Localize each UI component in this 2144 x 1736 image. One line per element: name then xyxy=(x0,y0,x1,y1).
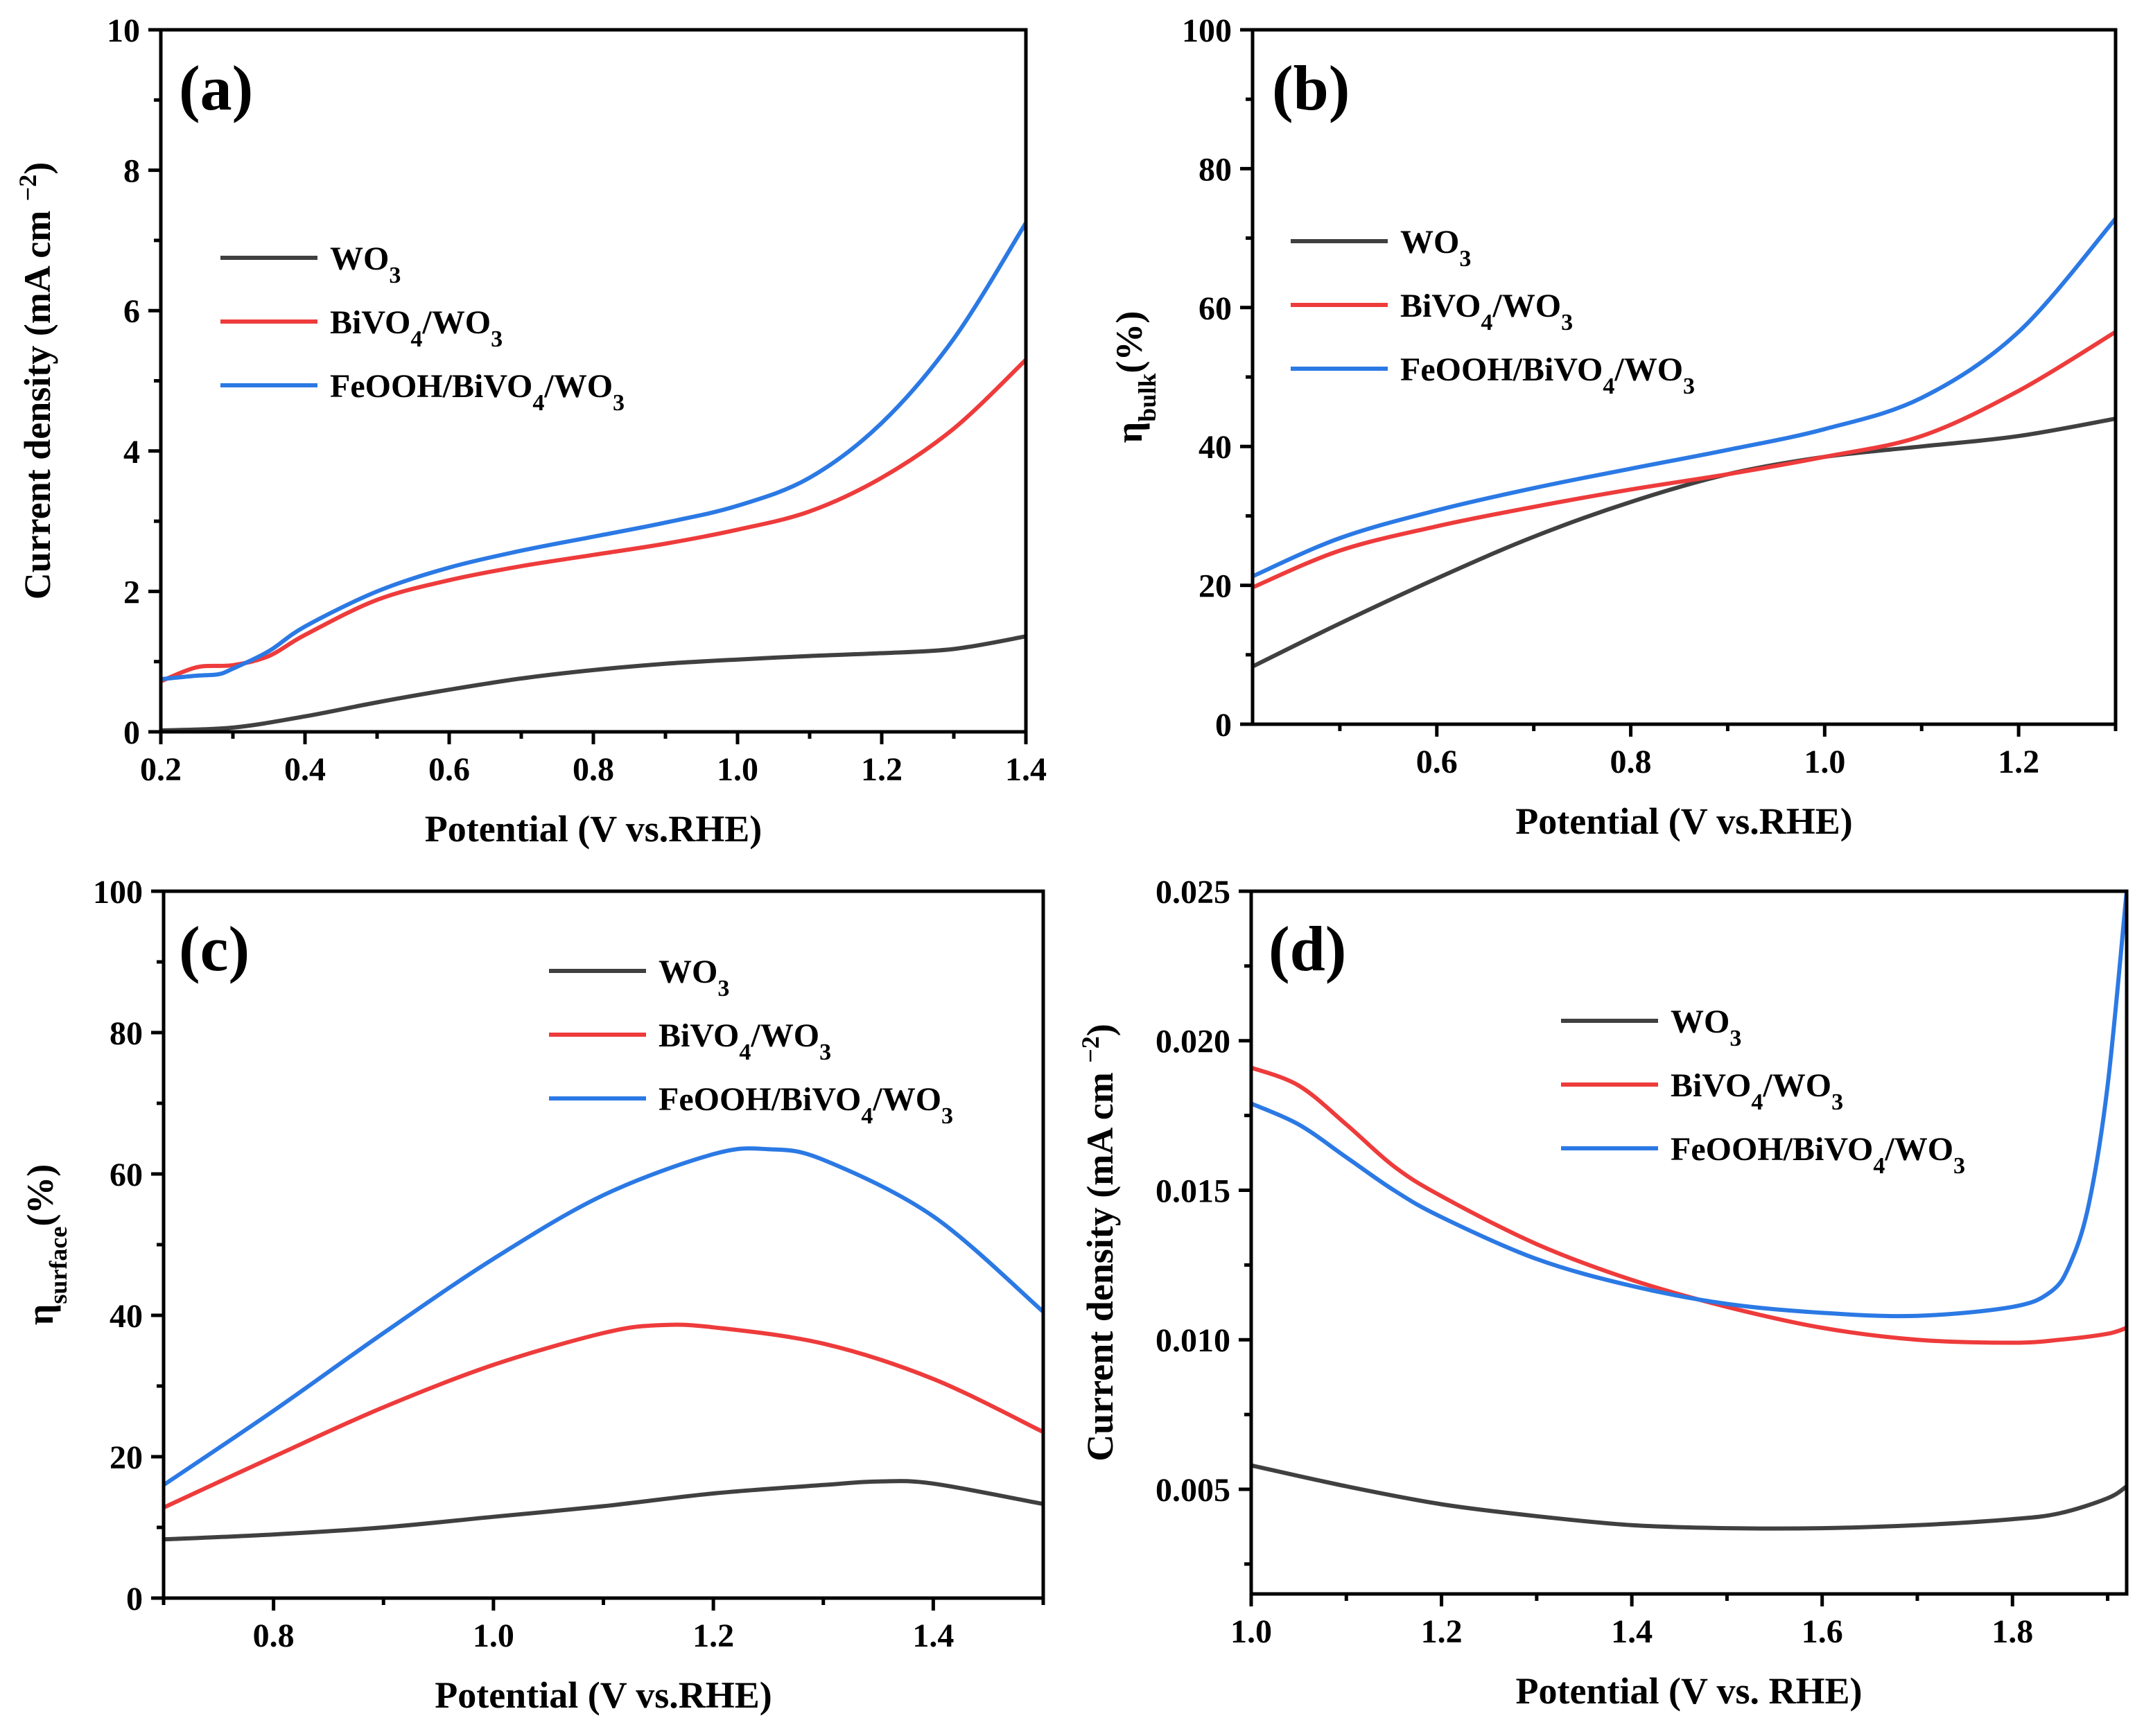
legend-c: WO3 BiVO4/WO3 FeOOH/BiVO4/WO3 xyxy=(549,954,953,1129)
x-tick-label-a: 1.0 xyxy=(717,751,758,788)
legend-label-a: BiVO4/WO3 xyxy=(330,304,503,352)
series-line-a-bivo4-wo3 xyxy=(161,358,1026,684)
x-tick-label-a: 0.6 xyxy=(428,751,470,788)
y-tick-label-d: 0.025 xyxy=(1156,874,1230,911)
y-tick-label-c: 40 xyxy=(110,1298,143,1335)
y-tick-label-c: 100 xyxy=(93,874,143,911)
panel-label-b: (b) xyxy=(1272,53,1350,123)
y-tick-label-d: 0.005 xyxy=(1156,1472,1230,1509)
y-tick-label-a: 0 xyxy=(123,714,140,751)
panel-label-c: (c) xyxy=(179,913,250,984)
x-axis-title-a: Potential (V vs.RHE) xyxy=(425,808,762,850)
y-tick-label-b: 20 xyxy=(1199,568,1232,605)
y-tick-label-b: 60 xyxy=(1199,290,1232,327)
x-tick-label-d: 1.6 xyxy=(1802,1613,1843,1650)
series-line-c-bivo4-wo3 xyxy=(164,1322,1043,1510)
x-tick-label-c: 1.0 xyxy=(473,1617,514,1654)
y-tick-label-a: 2 xyxy=(123,574,140,611)
x-axis-title-b: Potential (V vs.RHE) xyxy=(1515,800,1852,842)
panel-c: 0.8 1.0 1.2 1.4 0 20 40 60 80 100 Potential (V vs.… xyxy=(19,874,1045,1716)
y-axis-title-c: ηsurface(%) xyxy=(19,1164,72,1326)
legend-label-b: WO3 xyxy=(1400,224,1471,272)
y-tick-label-a: 8 xyxy=(123,153,140,190)
series-line-c-feooh-bivo4-wo3 xyxy=(164,1146,1043,1487)
y-tick-label-d: 0.015 xyxy=(1156,1173,1230,1209)
y-tick-label-d: 0.010 xyxy=(1156,1322,1230,1359)
panel-label-a: (a) xyxy=(179,53,253,123)
x-tick-label-c: 1.4 xyxy=(912,1617,954,1654)
x-tick-label-c: 1.2 xyxy=(692,1617,734,1654)
panel-d: 1.0 1.2 1.4 1.6 1.8 0.005 0.010 0.015 0.020 0.025… xyxy=(1077,874,2129,1712)
y-tick-label-b: 0 xyxy=(1215,707,1232,744)
series-line-a-wo3 xyxy=(161,634,1026,732)
x-tick-label-b: 1.0 xyxy=(1804,744,1845,780)
x-tick-label-b: 0.8 xyxy=(1610,744,1652,780)
series-line-d-bivo4-wo3 xyxy=(1251,1065,2127,1345)
series-line-c-wo3 xyxy=(164,1479,1043,1542)
legend-label-d: WO3 xyxy=(1671,1003,1741,1051)
x-tick-label-c: 0.8 xyxy=(253,1617,295,1654)
y-axis-title-b: ηbulk(%) xyxy=(1108,311,1161,444)
x-tick-label-a: 1.4 xyxy=(1005,751,1047,788)
legend-label-b: FeOOH/BiVO4/WO3 xyxy=(1400,351,1695,399)
x-tick-label-d: 1.2 xyxy=(1421,1613,1463,1650)
y-tick-label-a: 4 xyxy=(123,434,140,471)
y-tick-label-b: 40 xyxy=(1199,429,1232,466)
series-line-b-bivo4-wo3 xyxy=(1253,329,2116,590)
plot-frame-d xyxy=(1249,889,2129,1596)
y-tick-label-d: 0.020 xyxy=(1156,1024,1230,1060)
x-axis-title-c: Potential (V vs.RHE) xyxy=(435,1674,772,1716)
series-line-d-wo3 xyxy=(1251,1463,2127,1531)
y-tick-label-c: 80 xyxy=(110,1015,143,1052)
y-tick-label-c: 20 xyxy=(110,1439,143,1476)
series-line-b-feooh-bivo4-wo3 xyxy=(1253,216,2116,579)
x-tick-label-b: 1.2 xyxy=(1998,744,2039,780)
y-tick-label-a: 10 xyxy=(107,12,140,49)
y-axis-title-a: Current density (mA cm −2) xyxy=(14,162,58,599)
x-tick-label-d: 1.4 xyxy=(1611,1613,1653,1650)
x-tick-label-d: 1.8 xyxy=(1992,1613,2033,1650)
y-tick-label-b: 80 xyxy=(1199,151,1232,188)
legend-label-c: BiVO4/WO3 xyxy=(659,1017,831,1065)
legend-label-c: FeOOH/BiVO4/WO3 xyxy=(659,1081,953,1129)
series-line-b-wo3 xyxy=(1253,417,2116,669)
y-tick-label-c: 60 xyxy=(110,1157,143,1193)
y-tick-label-a: 6 xyxy=(123,293,140,330)
legend-label-d: FeOOH/BiVO4/WO3 xyxy=(1671,1131,1965,1179)
x-tick-label-a: 0.2 xyxy=(140,751,182,788)
panel-label-d: (d) xyxy=(1269,913,1346,984)
y-tick-label-b: 100 xyxy=(1182,12,1232,49)
legend-d: WO3 BiVO4/WO3 FeOOH/BiVO4/WO3 xyxy=(1561,1003,1965,1179)
legend-label-b: BiVO4/WO3 xyxy=(1400,288,1573,335)
panel-b: 0.6 0.8 1.0 1.2 0 20 40 60 80 100 Potential (V vs.… xyxy=(1108,12,2118,842)
y-tick-label-c: 0 xyxy=(126,1581,143,1617)
y-axis-title-d: Current density (mA cm −2) xyxy=(1077,1024,1121,1461)
legend-label-a: FeOOH/BiVO4/WO3 xyxy=(330,368,625,416)
legend-label-a: WO3 xyxy=(330,240,401,288)
x-tick-label-a: 1.2 xyxy=(861,751,903,788)
x-tick-label-a: 0.4 xyxy=(284,751,326,788)
legend-b: WO3 BiVO4/WO3 FeOOH/BiVO4/WO3 xyxy=(1291,224,1695,399)
legend-label-c: WO3 xyxy=(659,954,729,1001)
x-tick-label-a: 0.8 xyxy=(573,751,614,788)
plot-frame-c xyxy=(162,889,1045,1600)
series-line-a-feooh-bivo4-wo3 xyxy=(161,220,1026,681)
series-line-d-feooh-bivo4-wo3 xyxy=(1251,891,2127,1319)
legend-label-d: BiVO4/WO3 xyxy=(1671,1067,1843,1115)
x-tick-label-d: 1.0 xyxy=(1230,1613,1272,1650)
legend-a: WO3 BiVO4/WO3 FeOOH/BiVO4/WO3 xyxy=(220,240,625,416)
panel-a: 0.2 0.4 0.6 0.8 1.0 1.2 1.4 0 2 4 6 8 10 Potential (V… xyxy=(14,12,1047,850)
x-axis-title-d: Potential (V vs. RHE) xyxy=(1516,1670,1863,1712)
x-tick-label-b: 0.6 xyxy=(1416,744,1458,780)
